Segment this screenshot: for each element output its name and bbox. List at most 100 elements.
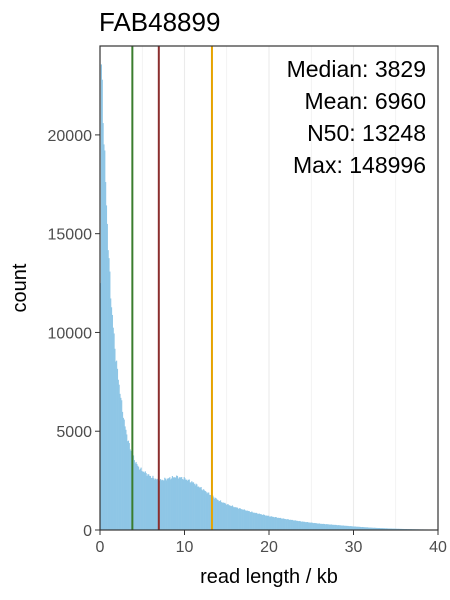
histogram-bar [275, 517, 277, 530]
histogram-bar [149, 475, 151, 530]
histogram-bar [280, 518, 282, 530]
histogram-bar [252, 512, 254, 530]
histogram-bar [339, 525, 342, 530]
histogram-bar [105, 182, 107, 530]
histogram-bar [263, 514, 266, 530]
histogram-bar [358, 526, 360, 530]
histogram-bar [164, 477, 166, 530]
histogram-bar [260, 514, 262, 530]
histogram-bar [373, 527, 375, 530]
histogram-bar [325, 524, 327, 530]
histogram-bar [173, 477, 175, 530]
histogram-bar [338, 525, 340, 530]
chart-title: FAB48899 [99, 7, 221, 37]
histogram-bar [170, 479, 172, 530]
histogram-bar [230, 506, 232, 530]
y-axis-title: count [9, 263, 31, 312]
histogram-bar [231, 505, 233, 530]
histogram-bar [110, 307, 113, 530]
histogram-bar [323, 523, 325, 530]
histogram-bar [352, 526, 354, 530]
x-tick-label: 40 [429, 539, 447, 556]
histogram-bar [300, 521, 302, 530]
histogram-bar [198, 486, 200, 530]
histogram-bar [171, 476, 173, 530]
histogram-bar [246, 510, 248, 530]
histogram-bar [194, 485, 196, 530]
histogram-bar [374, 527, 376, 530]
histogram-bar [383, 528, 386, 530]
histogram-bar [284, 518, 286, 530]
histogram-bar [123, 419, 125, 530]
histogram-bar [197, 486, 199, 530]
histogram-bar [254, 513, 256, 530]
y-tick-label: 5000 [56, 424, 92, 441]
histogram-bar [121, 400, 123, 530]
histogram-bar [387, 528, 389, 530]
histogram-bar [258, 513, 261, 530]
histogram-bar [150, 477, 152, 530]
histogram-bar [312, 523, 315, 530]
histogram-bar [209, 494, 211, 530]
histogram-bar [237, 508, 239, 530]
histogram-bar [217, 499, 219, 530]
histogram-bar [115, 361, 117, 530]
histogram-bar [225, 505, 228, 530]
histogram-bar [180, 477, 182, 530]
histogram-bar [334, 524, 337, 530]
histogram-bar [111, 314, 113, 530]
histogram-bar [376, 527, 378, 530]
histogram-bar [155, 479, 157, 530]
histogram-bar [251, 511, 253, 530]
histogram-bar [218, 501, 220, 530]
histogram-bar [293, 520, 295, 530]
histogram-bar [213, 497, 215, 530]
histogram-bar [230, 506, 233, 530]
histogram-bar [278, 517, 280, 530]
histogram-bar [113, 333, 115, 530]
histogram-bar [228, 505, 230, 530]
histogram-bar [348, 526, 350, 530]
histogram-bar [314, 523, 316, 530]
histogram-bar [368, 527, 370, 530]
histogram-bar [205, 491, 207, 530]
histogram-bar [182, 479, 184, 530]
y-tick-label: 15000 [48, 227, 93, 244]
histogram-bar [375, 527, 377, 530]
histogram-bar [291, 519, 293, 530]
histogram-bar [261, 514, 263, 530]
stats-box: Median: 3829 Mean: 6960 N50: 13248 Max: 148… [287, 56, 426, 178]
histogram-bar [114, 348, 116, 530]
histogram-bar [364, 527, 366, 530]
histogram-bar [103, 144, 105, 530]
histogram-bar [277, 517, 279, 530]
histogram-bar [168, 477, 170, 530]
histogram-bar [333, 524, 335, 530]
histogram-bar [189, 482, 191, 530]
histogram-bar [187, 479, 190, 530]
histogram-bar [242, 509, 244, 530]
histogram-bar [236, 507, 239, 530]
histogram-bar [285, 519, 288, 530]
histogram-bar [345, 525, 347, 530]
histogram-bar [110, 298, 112, 530]
histogram-bar [202, 490, 204, 530]
x-axis-title: read length / kb [200, 566, 338, 588]
histogram-bar [241, 509, 243, 530]
histogram-bar [369, 527, 371, 530]
histogram-bar [290, 519, 293, 530]
histogram-bar [262, 515, 264, 530]
histogram-bar [145, 473, 147, 530]
histogram-bar [355, 526, 357, 530]
histogram-bar [310, 522, 312, 530]
histogram-bar [143, 472, 146, 530]
histogram-bar [327, 524, 329, 530]
histogram-bar [177, 478, 179, 530]
histogram-bar [328, 524, 330, 530]
histogram-bar [165, 480, 168, 530]
histogram-bar [266, 515, 268, 530]
histogram-bar [181, 477, 183, 530]
histogram-bar [344, 525, 346, 530]
x-tick-label: 0 [96, 539, 105, 556]
histogram-bar [234, 506, 236, 530]
